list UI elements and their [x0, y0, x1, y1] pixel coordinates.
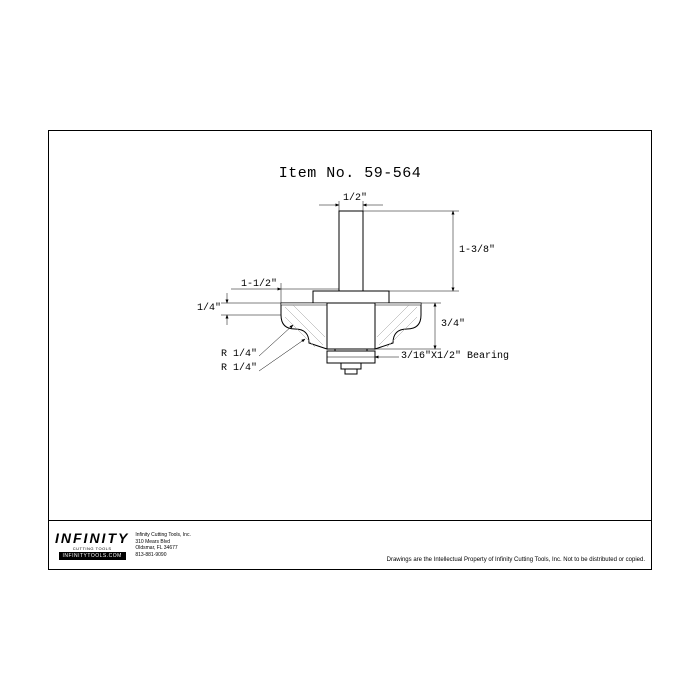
logo-url: INFINITYTOOLS.COM: [59, 552, 126, 560]
router-bit-diagram: [49, 201, 653, 481]
dim-radius1: R 1/4": [221, 349, 257, 360]
footer-block: INFINITY CUTTING TOOLS INFINITYTOOLS.COM…: [55, 525, 191, 565]
drawing-area: 1/2" 1-3/8" 1-1/2" 1/4" 3/4" R 1/4" R 1/…: [49, 201, 653, 481]
dim-cut-height: 3/4": [441, 319, 465, 330]
company-info: Infinity Cutting Tools, Inc. 310 Mears B…: [135, 532, 191, 558]
dim-bearing: 3/16"X1/2" Bearing: [401, 351, 509, 362]
dim-radius2: R 1/4": [221, 363, 257, 374]
footer-rule: [49, 520, 651, 521]
dim-cut-dia: 1-1/2": [241, 279, 277, 290]
company-line4: 813-881-9090: [135, 552, 191, 559]
dim-shank-len: 1-3/8": [459, 245, 495, 256]
disclaimer: Drawings are the Intellectual Property o…: [387, 557, 645, 563]
drawing-sheet: Item No. 59-564: [48, 130, 652, 570]
dim-fillet: 1/4": [197, 303, 221, 314]
logo: INFINITY CUTTING TOOLS INFINITYTOOLS.COM: [55, 530, 129, 560]
logo-sub: CUTTING TOOLS: [73, 546, 112, 551]
logo-main: INFINITY: [55, 530, 129, 546]
dim-shank-dia: 1/2": [343, 193, 367, 204]
company-line1: Infinity Cutting Tools, Inc.: [135, 532, 191, 539]
item-title: Item No. 59-564: [49, 165, 651, 182]
